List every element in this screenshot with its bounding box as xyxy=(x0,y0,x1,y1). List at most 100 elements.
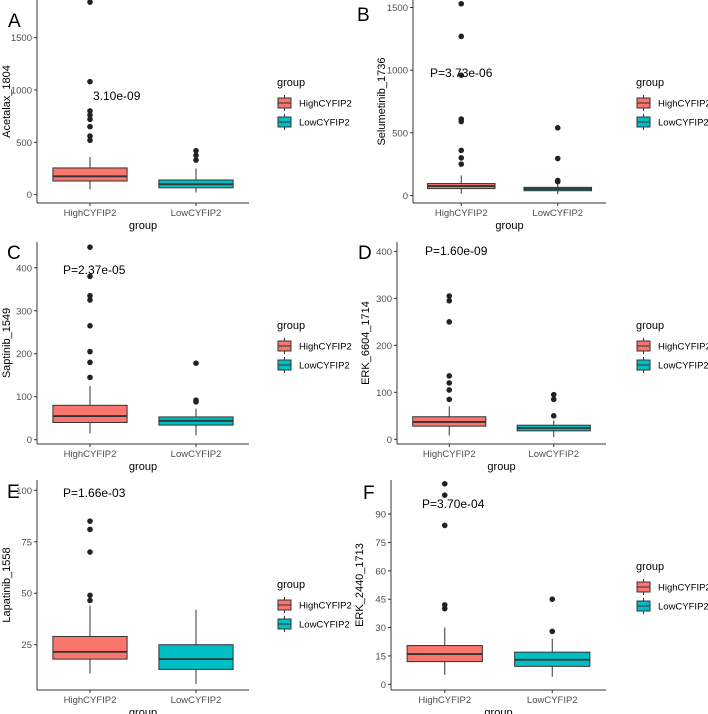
panel-label: F xyxy=(363,483,375,504)
p-value-label: P=2.37e-05 xyxy=(63,263,126,277)
legend-key-lowcyfip2 xyxy=(636,598,651,614)
legend-label: LowCYFIP2 xyxy=(658,602,708,613)
legend-title: group xyxy=(636,320,664,332)
legend-key-lowcyfip2 xyxy=(277,616,292,632)
outlier-point xyxy=(193,157,199,163)
panel-label: A xyxy=(8,11,21,32)
legend-key-lowcyfip2 xyxy=(636,114,651,130)
y-tick-label: 100 xyxy=(376,388,392,399)
legend-key-highcyfip2 xyxy=(277,597,292,613)
chart-panel-b: B 0 500 1000 1500 HighCYFIP2 LowCYFIP2 group Sel… xyxy=(357,0,708,232)
outlier-point xyxy=(446,297,453,304)
box-iqr xyxy=(52,404,128,424)
outlier-point xyxy=(87,374,93,381)
y-tick-label: 0 xyxy=(27,435,32,446)
legend: group HighCYFIP2 LowCYFIP2 xyxy=(636,561,708,614)
chart-panel-d: D 0 100 200 300 400 HighCYFIP2 LowCYFIP2 group ER… xyxy=(358,242,708,473)
outlier-point xyxy=(87,273,93,280)
chart-panel-f: F 0 15 30 45 60 75 90 HighCYFIP2 LowCYFIP2 group ER… xyxy=(354,480,708,714)
y-tick-label: 90 xyxy=(375,510,386,521)
outlier-point xyxy=(446,396,453,403)
y-tick-label: 25 xyxy=(21,640,32,651)
outlier-point xyxy=(193,397,199,403)
y-tick-label: 0 xyxy=(387,435,392,446)
y-tick-label: 45 xyxy=(375,595,386,606)
outlier-point xyxy=(193,147,199,154)
y-tick-label: 15 xyxy=(375,651,386,662)
y-tick-label: 400 xyxy=(16,263,32,274)
x-tick-label: LowCYFIP2 xyxy=(527,695,578,706)
x-tick-label: HighCYFIP2 xyxy=(435,208,488,219)
legend-label: HighCYFIP2 xyxy=(299,601,352,612)
outlier-point xyxy=(549,596,556,602)
legend-key-highcyfip2 xyxy=(636,95,651,111)
outlier-point xyxy=(87,292,93,299)
outlier-point xyxy=(549,628,556,635)
legend-label: LowCYFIP2 xyxy=(658,361,708,372)
outlier-point xyxy=(87,526,93,533)
legend: group HighCYFIP2 LowCYFIP2 xyxy=(636,77,708,130)
outlier-point xyxy=(87,116,93,123)
y-tick-label: 200 xyxy=(376,341,392,352)
box-lowcyfip2 xyxy=(158,609,234,684)
outlier-point xyxy=(441,522,448,529)
chart-panel-a: A 0 500 1000 1500 HighCYFIP2 LowCYFIP2 group Ace… xyxy=(1,0,352,232)
outlier-point xyxy=(87,244,93,250)
x-axis-title: group xyxy=(487,461,515,473)
box-lowcyfip2 xyxy=(158,147,234,193)
legend-key-lowcyfip2 xyxy=(277,357,292,373)
outlier-point xyxy=(446,293,453,299)
outlier-point xyxy=(193,360,199,367)
p-value-label: P=1.66e-03 xyxy=(63,486,126,500)
legend-title: group xyxy=(277,320,305,332)
y-tick-label: 30 xyxy=(375,623,386,634)
panel-label: B xyxy=(357,5,370,26)
outlier-point xyxy=(87,592,93,599)
outlier-point xyxy=(458,161,465,167)
legend-label: LowCYFIP2 xyxy=(299,620,350,631)
panel-label: E xyxy=(7,482,20,503)
outlier-point xyxy=(87,359,93,366)
x-tick-label: LowCYFIP2 xyxy=(528,449,579,460)
box-highcyfip2 xyxy=(426,0,496,194)
legend-title: group xyxy=(636,77,664,89)
box-lowcyfip2 xyxy=(523,125,593,195)
x-axis-title: group xyxy=(129,461,157,473)
box-highcyfip2 xyxy=(406,480,483,675)
outlier-point xyxy=(550,413,557,419)
outlier-point xyxy=(87,112,93,118)
y-tick-label: 0 xyxy=(403,191,408,202)
outlier-point xyxy=(87,348,93,355)
y-tick-label: 1500 xyxy=(11,33,32,44)
outlier-point xyxy=(87,123,93,130)
panel-label: D xyxy=(358,243,372,264)
legend: group HighCYFIP2 LowCYFIP2 xyxy=(277,579,352,632)
legend-title: group xyxy=(277,77,305,89)
outlier-point xyxy=(446,319,453,325)
box-iqr xyxy=(52,167,128,182)
x-tick-label: HighCYFIP2 xyxy=(423,449,476,460)
y-tick-label: 75 xyxy=(21,537,32,548)
legend-label: HighCYFIP2 xyxy=(299,342,352,353)
box-lowcyfip2 xyxy=(514,596,591,677)
box-highcyfip2 xyxy=(52,0,128,190)
outlier-point xyxy=(458,116,465,122)
y-tick-label: 50 xyxy=(21,589,32,600)
y-tick-label: 200 xyxy=(16,349,32,360)
x-tick-label: LowCYFIP2 xyxy=(171,208,222,219)
box-highcyfip2 xyxy=(412,293,487,436)
legend-label: HighCYFIP2 xyxy=(658,342,708,353)
outlier-point xyxy=(193,152,199,159)
legend: group HighCYFIP2 LowCYFIP2 xyxy=(277,320,352,373)
box-iqr xyxy=(158,644,234,670)
y-axis-title: Selumetinib_1736 xyxy=(376,57,388,145)
y-axis-title: ERK_6604_1714 xyxy=(360,301,372,385)
y-tick-label: 300 xyxy=(376,294,392,305)
x-tick-label: HighCYFIP2 xyxy=(64,695,117,706)
box-iqr xyxy=(52,635,128,660)
x-axis-title: group xyxy=(129,220,157,232)
outlier-point xyxy=(458,33,465,40)
outlier-point xyxy=(441,602,448,608)
legend: group HighCYFIP2 LowCYFIP2 xyxy=(636,320,708,373)
